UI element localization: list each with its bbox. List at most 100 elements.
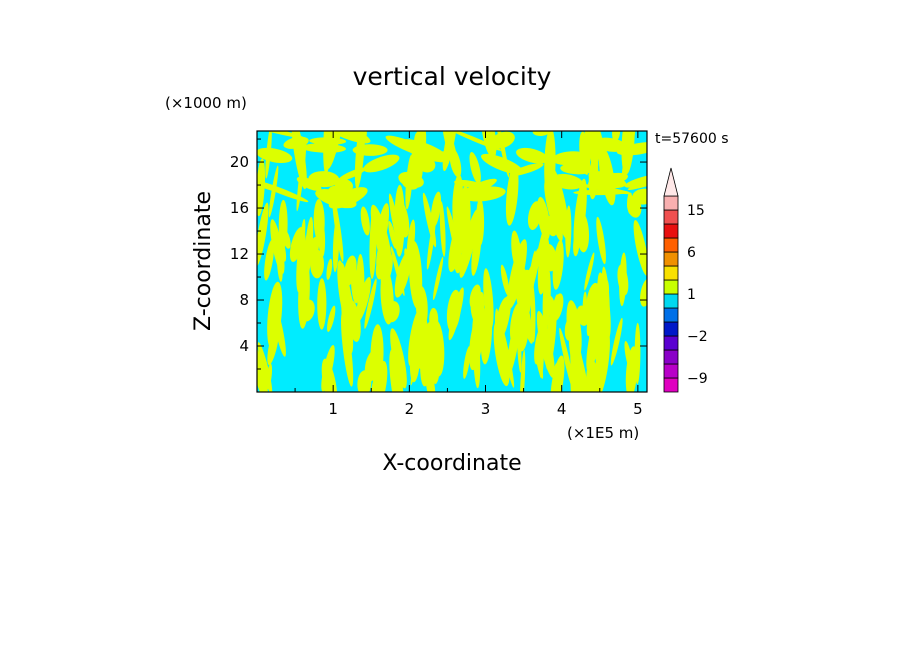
- positive-velocity-patch: [394, 251, 412, 298]
- positive-velocity-patch: [469, 152, 481, 184]
- positive-velocity-patch: [463, 186, 506, 202]
- positive-velocity-patch: [341, 311, 354, 387]
- positive-velocity-patch: [624, 174, 647, 188]
- positive-velocity-patch: [406, 219, 416, 265]
- positive-velocity-patch: [550, 355, 565, 392]
- x-axis-label: X-coordinate: [382, 451, 521, 476]
- positive-velocity-patch: [452, 174, 464, 229]
- colorbar-segment: [663, 279, 679, 295]
- positive-velocity-patch: [544, 180, 563, 242]
- positive-velocity-patch: [481, 153, 524, 175]
- positive-velocity-patch: [490, 131, 515, 149]
- colorbar-segment: [663, 307, 679, 323]
- x-tick-label: 5: [633, 400, 643, 418]
- positive-velocity-patch: [588, 171, 624, 187]
- positive-velocity-patch: [328, 187, 368, 209]
- x-tick-label: 3: [481, 400, 491, 418]
- field-patches: [257, 131, 647, 392]
- colorbar-segment: [663, 223, 679, 239]
- positive-velocity-patch: [278, 199, 288, 250]
- positive-velocity-patch: [386, 301, 400, 323]
- positive-velocity-patch: [634, 322, 641, 385]
- positive-velocity-patch: [633, 219, 647, 276]
- positive-velocity-patch: [430, 320, 445, 377]
- positive-velocity-patch: [257, 158, 266, 217]
- positive-velocity-patch: [573, 178, 587, 252]
- positive-velocity-patch: [257, 202, 269, 267]
- positive-velocity-patch: [323, 131, 333, 174]
- positive-velocity-patch: [321, 344, 335, 392]
- positive-velocity-patch: [418, 157, 436, 173]
- y-tick-label: 12: [230, 245, 249, 263]
- y-tick-label: 8: [239, 291, 249, 309]
- colorbar-segment: [663, 363, 679, 379]
- positive-velocity-patch: [375, 257, 385, 280]
- y-tick-label: 4: [239, 337, 249, 355]
- positive-velocity-patch: [283, 136, 309, 149]
- positive-velocity-patch: [310, 249, 325, 279]
- time-label: t=57600 s: [655, 131, 729, 147]
- positive-velocity-patch: [564, 319, 574, 341]
- positive-velocity-patch: [616, 142, 647, 156]
- positive-velocity-patch: [313, 199, 325, 243]
- positive-velocity-patch: [560, 163, 594, 175]
- positive-velocity-patch: [357, 370, 372, 392]
- positive-velocity-patch: [432, 256, 444, 301]
- colorbar-tick-label: 1: [687, 287, 696, 303]
- positive-velocity-patch: [389, 349, 405, 392]
- x-tick-label: 1: [328, 400, 338, 418]
- y-tick-label: 20: [230, 153, 249, 171]
- positive-velocity-patch: [430, 191, 442, 228]
- positive-velocity-patch: [534, 326, 544, 365]
- colorbar: 15 6 1 −2 −9: [663, 167, 708, 393]
- positive-velocity-patch: [596, 216, 606, 265]
- positive-velocity-patch: [505, 163, 519, 226]
- positive-velocity-patch: [585, 358, 600, 392]
- colorbar-segment: [663, 321, 679, 337]
- y-tick-label: 16: [230, 199, 249, 217]
- plot-frame: [256, 130, 648, 393]
- positive-velocity-patch: [520, 269, 534, 298]
- positive-velocity-patch: [267, 325, 280, 366]
- positive-velocity-patch: [257, 147, 293, 163]
- positive-velocity-patch: [341, 262, 356, 335]
- positive-velocity-patch: [308, 171, 340, 188]
- positive-velocity-patch: [408, 240, 423, 309]
- positive-velocity-patch: [332, 194, 344, 262]
- positive-velocity-patch: [532, 131, 551, 136]
- positive-velocity-patch: [265, 131, 272, 179]
- y-axis-label: Z-coordinate: [191, 191, 216, 331]
- positive-velocity-patch: [414, 314, 429, 369]
- colorbar-tick-label: 15: [687, 203, 705, 219]
- y-axis: 4 8 12 16 20: [230, 138, 647, 370]
- positive-velocity-patch: [268, 165, 279, 218]
- positive-velocity-patch: [551, 293, 564, 322]
- colorbar-segment: [663, 195, 679, 211]
- positive-velocity-patch: [279, 239, 287, 262]
- positive-velocity-patch: [442, 131, 459, 172]
- positive-velocity-patch: [580, 184, 632, 195]
- positive-velocity-patch: [401, 175, 419, 190]
- positive-velocity-patch: [601, 266, 610, 321]
- positive-velocity-patch: [617, 264, 629, 296]
- colorbar-segment: [663, 209, 679, 225]
- positive-velocity-patch: [459, 223, 474, 252]
- positive-velocity-patch: [385, 135, 435, 158]
- positive-velocity-patch: [509, 163, 544, 176]
- positive-velocity-patch: [326, 258, 333, 280]
- positive-velocity-patch: [296, 140, 307, 212]
- positive-velocity-patch: [257, 342, 273, 392]
- x-unit-label: (×1E5 m): [567, 424, 639, 442]
- positive-velocity-patch: [471, 226, 482, 276]
- positive-velocity-patch: [497, 315, 515, 388]
- positive-velocity-patch: [360, 206, 370, 236]
- positive-velocity-patch: [303, 216, 314, 281]
- positive-velocity-patch: [527, 201, 542, 231]
- positive-velocity-patch: [592, 131, 606, 170]
- colorbar-tick-label: −2: [687, 329, 708, 345]
- positive-velocity-patch: [500, 264, 510, 296]
- colorbar-segment: [663, 335, 679, 351]
- positive-velocity-patch: [388, 220, 397, 249]
- positive-velocity-patch: [610, 317, 623, 366]
- positive-velocity-patch: [559, 327, 575, 392]
